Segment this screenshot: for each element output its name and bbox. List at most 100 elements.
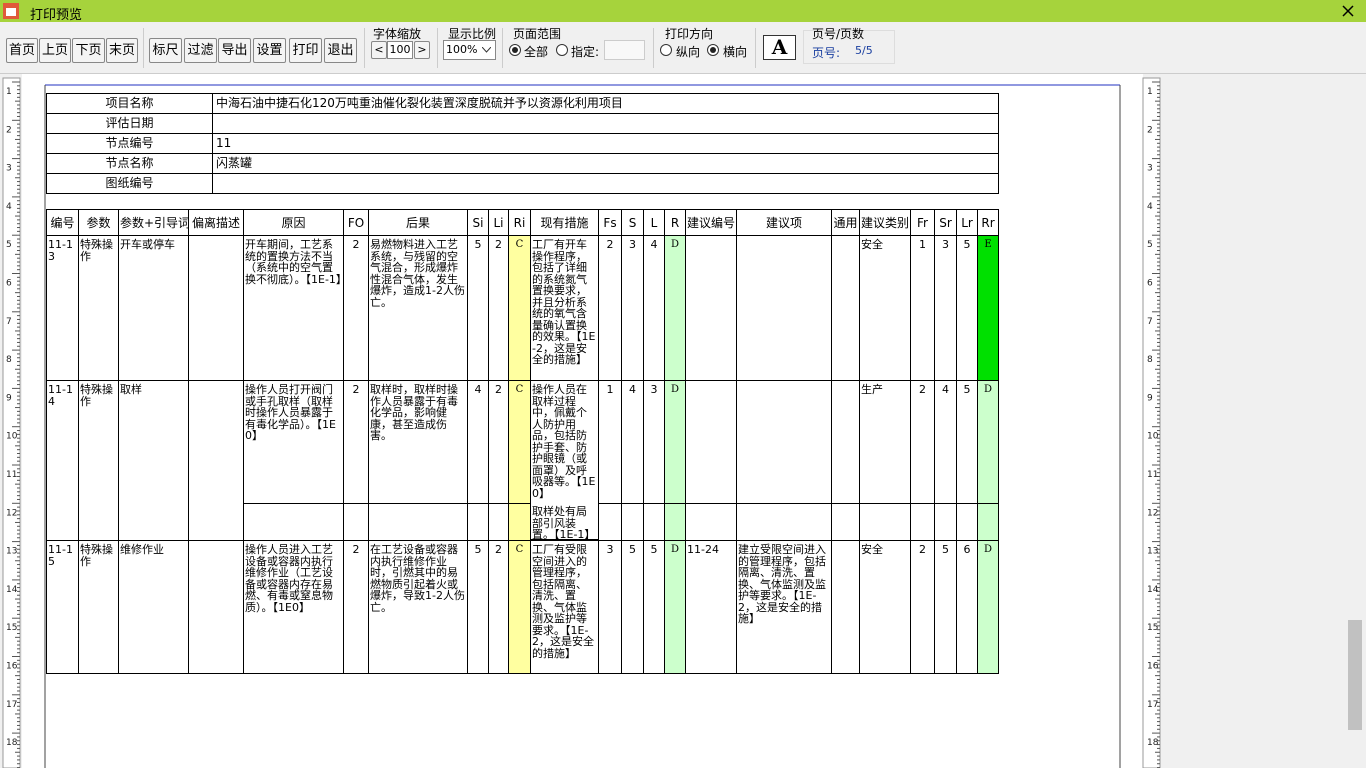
table-cell: D xyxy=(664,235,686,381)
ruler-label: 3 xyxy=(1147,164,1153,174)
zoom-value[interactable]: 100 xyxy=(387,41,413,59)
table-cell xyxy=(736,235,832,381)
table-cell: 2 xyxy=(910,380,935,541)
table-cell xyxy=(685,380,737,541)
table-cell: 5 xyxy=(956,235,978,381)
table-cell xyxy=(685,235,737,381)
table-cell: 5 xyxy=(467,540,489,674)
table-header: FO xyxy=(343,209,369,236)
nav-button[interactable]: 上页 xyxy=(39,38,71,63)
table-cell xyxy=(188,380,244,541)
info-label: 评估日期 xyxy=(46,113,213,134)
ruler-label: 7 xyxy=(6,317,12,327)
ruler-label: 5 xyxy=(6,240,12,250)
ruler-label: 18 xyxy=(1147,738,1159,748)
table-header: 建议项 xyxy=(736,209,832,236)
portrait-label: 纵向 xyxy=(676,45,701,59)
table-cell: 5 xyxy=(467,235,489,381)
action-button[interactable]: 导出 xyxy=(218,38,251,63)
table-header: 通用 xyxy=(831,209,860,236)
table-cell: 4 xyxy=(643,235,665,381)
title-bar: 打印预览 xyxy=(0,0,1366,23)
radio-specify[interactable] xyxy=(556,44,568,56)
nav-button[interactable]: 下页 xyxy=(72,38,105,63)
table-cell: 4 xyxy=(934,380,957,541)
action-button[interactable]: 设置 xyxy=(253,38,286,63)
table-cell: 6 xyxy=(956,540,978,674)
document: 项目名称 中海石油中捷石化120万吨重油催化裂化装置深度脱硫并予以资源化利用项目评… xyxy=(0,74,1366,768)
ruler-label: 15 xyxy=(1147,623,1158,633)
zoom-increase[interactable]: > xyxy=(414,41,430,59)
table-cell: 11-15 xyxy=(46,540,79,674)
table-header: 参数 xyxy=(78,209,119,236)
table-cell: 建立受限空间进入的管理程序，包括隔离、清洗、置换、气体监测及监护等要求。【1E-… xyxy=(736,540,832,674)
ruler-label: 17 xyxy=(1147,700,1158,710)
table-cell: 5 xyxy=(621,540,644,674)
table-cell: D xyxy=(664,540,686,674)
ruler-label: 1 xyxy=(1147,87,1153,97)
separator xyxy=(364,28,365,68)
table-cell: 特殊操作 xyxy=(78,380,119,541)
ruler-label: 2 xyxy=(6,125,12,135)
table-header: 后果 xyxy=(368,209,468,236)
table-cell: 操作人员进入工艺设备或容器内执行维修作业（工艺设备或容器内存在易燃、有毒或窒息物… xyxy=(243,540,344,674)
action-button[interactable]: 打印 xyxy=(289,38,322,63)
zoom-decrease[interactable]: < xyxy=(371,41,387,59)
table-header: 现有措施 xyxy=(530,209,599,236)
ruler-label: 16 xyxy=(6,662,18,672)
action-button[interactable]: 退出 xyxy=(324,38,357,63)
separator xyxy=(437,28,438,68)
row-divider xyxy=(244,503,999,504)
ruler-label: 2 xyxy=(1147,125,1153,135)
radio-all[interactable] xyxy=(509,44,521,56)
radio-portrait[interactable] xyxy=(660,44,672,56)
table-header: 原因 xyxy=(243,209,344,236)
page-info-box xyxy=(803,30,895,64)
ruler-label: 17 xyxy=(6,700,17,710)
table-cell: 4 xyxy=(467,380,489,541)
font-icon[interactable]: A xyxy=(763,35,796,60)
table-cell: 3 xyxy=(934,235,957,381)
nav-button[interactable]: 末页 xyxy=(106,38,138,63)
table-cell xyxy=(831,235,860,381)
table-cell: 操作人员打开阀门或手孔取样（取样时操作人员暴露于有毒化学品）。【1E0】 xyxy=(243,380,344,541)
table-header: Fr xyxy=(910,209,935,236)
table-header: 偏离描述 xyxy=(188,209,244,236)
table-cell: 2 xyxy=(488,540,509,674)
table-cell xyxy=(188,235,244,381)
table-cell xyxy=(736,380,832,541)
action-button[interactable]: 过滤 xyxy=(184,38,217,63)
table-cell: C xyxy=(508,235,531,381)
info-label: 图纸编号 xyxy=(46,173,213,194)
table-cell: 安全 xyxy=(859,540,911,674)
table-header: Fs xyxy=(598,209,622,236)
table-header: S xyxy=(621,209,644,236)
page-value: 5/5 xyxy=(855,44,873,57)
table-cell-continuation: 取样处有局部引风装置。【1E-1】 xyxy=(530,503,599,540)
table-cell xyxy=(188,540,244,674)
dropdown-arrow xyxy=(482,47,491,53)
window-title: 打印预览 xyxy=(30,8,83,23)
info-value: 11 xyxy=(212,133,999,154)
table-cell: 2 xyxy=(488,235,509,381)
radio-landscape[interactable] xyxy=(707,44,719,56)
display-ratio-label: 显示比例 xyxy=(448,27,497,41)
close-button[interactable] xyxy=(1341,4,1355,18)
table-header: 建议类别 xyxy=(859,209,911,236)
separator xyxy=(653,28,654,68)
action-button[interactable]: 标尺 xyxy=(149,38,182,63)
table-header: Ri xyxy=(508,209,531,236)
page-range-input[interactable] xyxy=(604,40,645,60)
display-ratio-select[interactable]: 100% xyxy=(443,40,496,60)
radio-all-label: 全部 xyxy=(524,45,549,59)
info-label: 项目名称 xyxy=(46,93,213,114)
toolbar: 首页 上页 下页 末页 标尺 过滤 导出 设置 打印 退出 字体缩放 <100 > 显示比例 100% 页面范… xyxy=(0,22,1366,74)
table-cell: D xyxy=(977,540,999,674)
ruler-label: 14 xyxy=(6,585,18,595)
table-header: Lr xyxy=(956,209,978,236)
info-value: 中海石油中捷石化120万吨重油催化裂化装置深度脱硫并予以资源化利用项目 xyxy=(212,93,999,114)
nav-button[interactable]: 首页 xyxy=(6,38,38,63)
table-header: L xyxy=(643,209,665,236)
table-cell: 特殊操作 xyxy=(78,235,119,381)
separator xyxy=(143,28,144,68)
